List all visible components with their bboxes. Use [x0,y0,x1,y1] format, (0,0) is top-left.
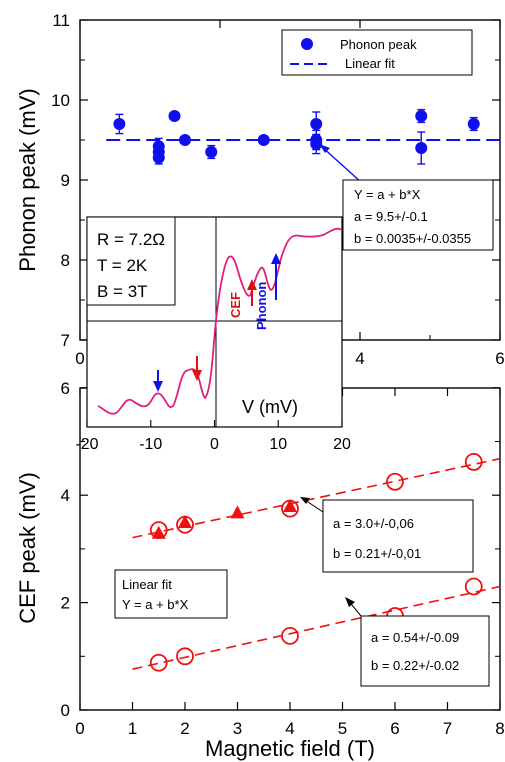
cef-upper-triangle-point [230,505,245,519]
phonon-point [310,118,323,130]
top-annotation-arrowhead [319,144,330,153]
phonon-point [467,118,480,130]
phonon-point [152,140,165,153]
inset-blue-down-arrowhead [153,381,163,392]
top-y-tick-label: 7 [61,331,70,350]
bottom-x-tick-label: 1 [128,719,137,738]
top-annotation-line-2: a = 9.5+/-0.1 [354,209,428,224]
bottom-y-tick-label: 4 [61,486,70,505]
top-annotation-box [342,179,494,251]
inset-params-box [86,216,176,306]
top-x-tick-label: 6 [495,349,504,368]
cef-upper-triangle-point [178,515,192,529]
cef-upper-fit-line [132,457,501,539]
legend-fit-label: Linear fit [345,56,395,71]
cef-upper-triangle-point [151,525,166,539]
top-y-axis-title: Phonon peak (mV) [15,88,40,271]
cef-lower-point [176,647,194,666]
phonon-point [415,142,428,154]
inset-phonon-arrowhead [271,253,281,264]
inset-x-tick-label: 0 [210,436,219,453]
cef-upper-triangle-point [283,498,297,512]
upper-fit-annotation: a = 3.0+/-0,06 b = 0.21+/-0,01 [300,497,474,573]
top-x-tick-label: 4 [355,349,364,368]
bottom-x-axis-title: Magnetic field (T) [205,736,375,761]
inset-red-down-arrowhead [192,370,202,381]
phonon-points [113,108,480,165]
bottom-x-tick-label: 8 [495,719,504,738]
linear-fit-box [114,569,228,619]
linear-fit-line-1: Linear fit [122,577,172,592]
inset-x-tick-label: -10 [139,436,162,453]
cef-lower-point [149,653,168,672]
cef-upper-point [386,472,404,491]
top-annotation-line-1: Y = a + b*X [354,187,421,202]
top-y-tick-label: 10 [51,91,70,110]
phonon-point [310,138,323,150]
top-y-tick-label: 11 [52,11,70,30]
inset-cef-arrowhead [247,279,257,290]
inset-x-axis-title: V (mV) [242,397,298,417]
top-y-tick-label: 8 [61,251,70,270]
lower-annotation-line-1: a = 0.54+/-0.09 [371,630,459,645]
legend-phonon-label: Phonon peak [340,37,417,52]
cef-lower-point [281,626,299,645]
lower-annotation-line-2: b = 0.22+/-0.02 [371,658,459,673]
top-annotation-arrow [320,145,363,184]
upper-annotation-box [322,499,474,573]
phonon-point [415,110,428,122]
legend-phonon-marker [301,38,313,50]
upper-annotation-line-2: b = 0.21+/-0,01 [333,546,421,561]
phonon-point [257,134,270,146]
inset-x-tick-label: 10 [269,436,287,453]
linear-fit-line-2: Y = a + b*X [122,597,189,612]
cef-lower-point [464,577,483,596]
bottom-y-tick-label: 0 [61,701,70,720]
inset-param-t: T = 2K [97,256,148,275]
cef-lower-fit-line [132,585,501,670]
top-y-tick-label: 9 [61,171,70,190]
lower-annotation-box [360,615,490,687]
inset-x-ticks: -20 -10 0 10 20 [75,420,351,453]
bottom-y-tick-label: 2 [61,594,70,613]
top-x-tick-label: 0 [75,349,84,368]
bottom-y-axis-title: CEF peak (mV) [15,472,40,624]
bottom-y-tick-label: 6 [61,379,70,398]
bottom-x-tick-label: 5 [338,719,347,738]
inset-panel: -20 -10 0 10 20 R = 7.2Ω T = 2K B = 3T V (mV… [75,216,351,453]
top-y-ticks: 7 8 9 10 11 [51,11,500,350]
phonon-point [205,146,218,158]
phonon-point [179,134,191,146]
upper-annotation-line-1: a = 3.0+/-0,06 [333,516,414,531]
bottom-x-tick-label: 6 [390,719,399,738]
bottom-x-tick-label: 4 [285,719,294,738]
linear-fit-legend: Linear fit Y = a + b*X [114,569,228,619]
inset-param-b: B = 3T [97,282,148,301]
bottom-x-tick-label: 0 [75,719,84,738]
inset-cef-label: CEF [228,292,243,318]
top-legend: Phonon peak Linear fit [281,29,473,76]
top-annotation-line-3: b = 0.0035+/-0.0355 [354,231,471,246]
phonon-point [113,118,126,130]
cef-upper-point [464,453,483,471]
upper-annotation-arrowhead [300,497,310,504]
phonon-point [168,110,181,122]
inset-param-r: R = 7.2Ω [97,230,165,249]
inset-phonon-label: Phonon [254,282,269,330]
bottom-x-tick-label: 7 [443,719,452,738]
lower-fit-annotation: a = 0.54+/-0.09 b = 0.22+/-0.02 [345,597,490,687]
inset-conductance-curve [97,227,343,415]
bottom-x-tick-label: 2 [180,719,189,738]
lower-annotation-arrowhead [345,597,355,607]
inset-x-tick-label: -20 [75,436,98,453]
top-fit-annotation: Y = a + b*X a = 9.5+/-0.1 b = 0.0035+/-0… [319,144,494,251]
top-legend-box [281,29,473,76]
inset-x-tick-label: 20 [333,436,351,453]
bottom-x-tick-label: 3 [233,719,242,738]
